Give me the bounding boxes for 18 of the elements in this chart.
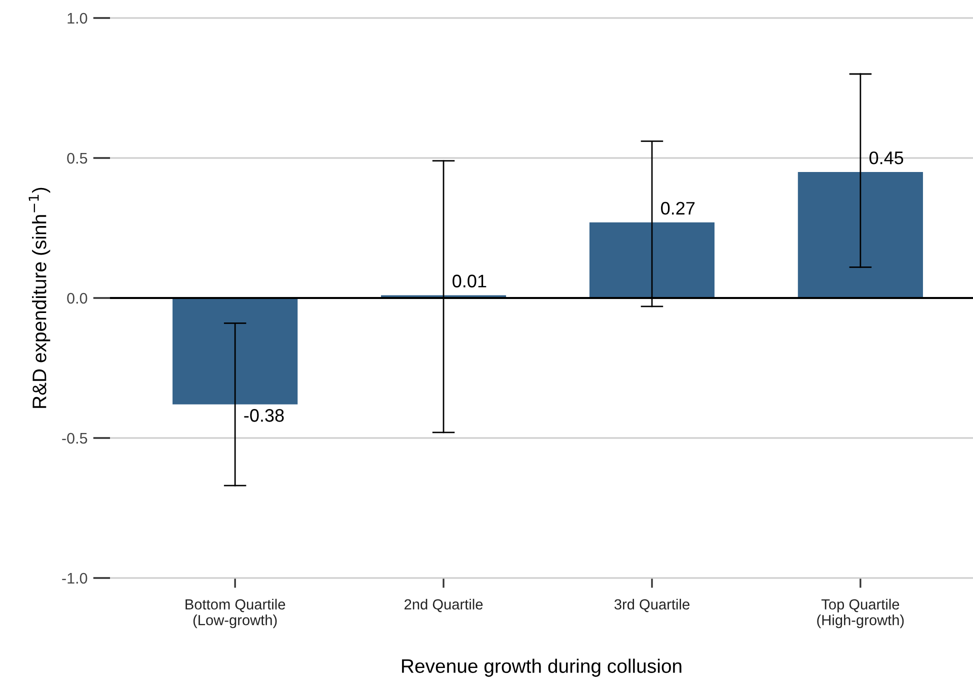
- data-label: -0.38: [244, 409, 284, 422]
- x-tick-label: 2nd Quartile: [404, 598, 483, 612]
- y-tick-label: 0.0: [67, 292, 88, 304]
- x-axis-title: Revenue growth during collusion: [402, 658, 682, 677]
- bar: [798, 172, 923, 298]
- y-tick-label: 0.5: [67, 152, 88, 164]
- x-tick-label: Top Quartile (High-growth): [817, 598, 904, 628]
- data-label: 0.01: [452, 274, 486, 288]
- data-label: 0.45: [869, 151, 904, 164]
- bar: [172, 298, 298, 404]
- x-tick-label: 3rd Quartile: [614, 598, 690, 612]
- y-tick-label: -1.0: [62, 572, 88, 584]
- x-tick-label: Bottom Quartile (Low-growth): [186, 598, 286, 628]
- y-tick-label: -0.5: [62, 432, 88, 444]
- data-label: 0.27: [661, 202, 695, 215]
- y-tick-label: 1.0: [68, 12, 88, 24]
- y-axis-title: R&D expenditure (sinh$^{−1}$): [28, 188, 50, 408]
- bar: [589, 222, 715, 298]
